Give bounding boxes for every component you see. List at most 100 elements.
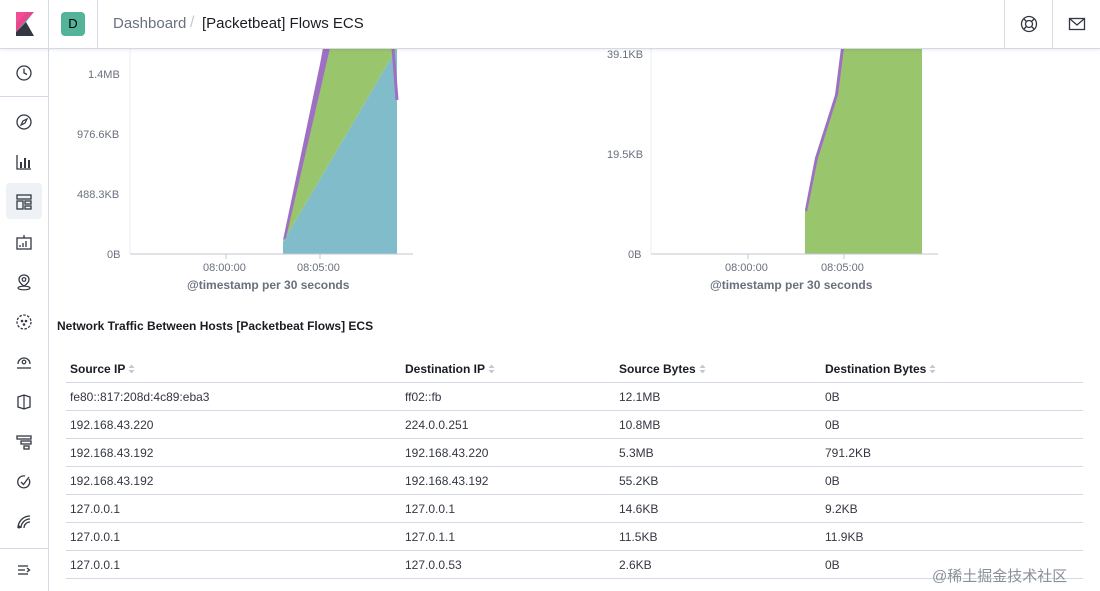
maps-icon (17, 274, 31, 291)
table-row: 192.168.43.192 192.168.43.192 55.2KB 0B (66, 466, 1083, 495)
nav-siem[interactable] (0, 502, 48, 542)
cell-destination-bytes: 0B (821, 410, 1083, 439)
cell-source-bytes: 5.3MB (615, 438, 821, 467)
visualize-icon (16, 155, 31, 170)
cell-source-ip[interactable]: 127.0.0.1 (66, 522, 401, 551)
space-avatar[interactable]: D (61, 12, 85, 36)
cell-destination-bytes: 0B (821, 382, 1083, 411)
canvas-icon (16, 235, 32, 250)
column-header-source-bytes[interactable]: Source Bytes (615, 356, 821, 383)
menu-collapse-icon (18, 565, 31, 575)
nav-maps[interactable] (0, 262, 48, 302)
help-button[interactable] (1004, 0, 1053, 48)
cell-destination-ip[interactable]: 127.0.1.1 (401, 522, 615, 551)
chart-right-y-tick-1: 39.1KB (607, 49, 644, 61)
chart-right-plot (650, 48, 938, 259)
column-label: Source Bytes (619, 362, 696, 376)
sort-icon (128, 364, 135, 374)
nav-visualize[interactable] (0, 142, 48, 182)
side-nav (0, 48, 49, 591)
mail-icon (1068, 17, 1086, 31)
cell-destination-ip[interactable]: ff02::fb (401, 382, 615, 411)
nav-ml[interactable] (0, 302, 48, 342)
chart-left-plot (129, 47, 413, 259)
cell-source-bytes: 2.6KB (615, 550, 821, 579)
series-area-green-2[interactable] (283, 48, 390, 242)
cell-destination-ip[interactable]: 127.0.0.53 (401, 550, 615, 579)
chart-left-series (283, 47, 399, 254)
kibana-logo[interactable] (0, 0, 49, 48)
dashboard-icon (16, 194, 32, 210)
metrics-icon (17, 357, 31, 369)
ml-icon (16, 314, 32, 330)
cell-destination-bytes: 9.2KB (821, 494, 1083, 523)
chart-right-x-tick-1: 08:00:00 (725, 262, 768, 274)
watermark-text: @稀土掘金技术社区 (932, 568, 1068, 585)
series-area-green[interactable] (283, 48, 397, 242)
cell-destination-bytes: 11.9KB (821, 522, 1083, 551)
column-header-destination-bytes[interactable]: Destination Bytes (821, 356, 1083, 383)
nav-recent[interactable] (0, 53, 48, 93)
chart-right-series (805, 48, 922, 254)
nav-divider (0, 96, 48, 97)
cell-source-ip[interactable]: 127.0.0.1 (66, 550, 401, 579)
series-area-purple[interactable] (283, 48, 330, 240)
chart-left-y-tick-1: 1.4MB (88, 69, 120, 81)
cell-destination-ip[interactable]: 127.0.0.1 (401, 494, 615, 523)
cell-destination-ip[interactable]: 224.0.0.251 (401, 410, 615, 439)
column-header-destination-ip[interactable]: Destination IP (401, 356, 615, 383)
uptime-icon (17, 475, 31, 489)
cell-destination-ip[interactable]: 192.168.43.192 (401, 466, 615, 495)
table-row: 192.168.43.220 224.0.0.251 10.8MB 0B (66, 410, 1083, 439)
sort-icon (699, 364, 706, 374)
table-row: fe80::817:208d:4c89:eba3 ff02::fb 12.1MB 0B (66, 382, 1083, 411)
cell-source-bytes: 14.6KB (615, 494, 821, 523)
sort-icon (929, 364, 936, 374)
chart-left-x-tick-2: 08:05:00 (297, 262, 340, 274)
cell-destination-bytes: 0B (821, 466, 1083, 495)
table-header-row: Source IP Destination IP Source Bytes De… (66, 356, 1083, 383)
nav-divider-bottom (0, 548, 48, 549)
nav-dashboard[interactable] (0, 182, 48, 222)
chart-right-y-tick-2: 19.5KB (607, 149, 644, 161)
series-area-purple-right[interactable] (805, 48, 844, 212)
chart-left-y-tick-4: 0B (107, 249, 121, 261)
nav-logs[interactable] (0, 382, 48, 422)
cell-destination-bytes: 0B (821, 550, 1083, 579)
cell-destination-bytes: 791.2KB (821, 438, 1083, 467)
sort-icon (488, 364, 495, 374)
cell-source-ip[interactable]: fe80::817:208d:4c89:eba3 (66, 382, 401, 411)
nav-apm[interactable] (0, 422, 48, 462)
series-area-teal[interactable] (283, 48, 397, 254)
cell-source-bytes: 10.8MB (615, 410, 821, 439)
nav-uptime[interactable] (0, 462, 48, 502)
cell-source-ip[interactable]: 192.168.43.192 (66, 466, 401, 495)
mail-button[interactable] (1052, 0, 1100, 48)
nav-metrics[interactable] (0, 342, 48, 382)
table-panel-title: Network Traffic Between Hosts [Packetbea… (57, 319, 374, 333)
series-area-green-right[interactable] (805, 48, 922, 254)
apm-icon (16, 435, 32, 450)
nav-discover[interactable] (0, 102, 48, 142)
nav-collapse-button[interactable] (0, 550, 48, 590)
cell-source-ip[interactable]: 127.0.0.1 (66, 494, 401, 523)
column-label: Destination IP (405, 362, 486, 376)
chart-left-x-tick-1: 08:00:00 (203, 262, 246, 274)
cell-source-ip[interactable]: 192.168.43.220 (66, 410, 401, 439)
cell-destination-ip[interactable]: 192.168.43.220 (401, 438, 615, 467)
chart-left-y-tick-2: 976.6KB (77, 129, 120, 141)
cell-source-bytes: 55.2KB (615, 466, 821, 495)
logs-icon (17, 394, 31, 410)
chart-right-x-tick-2: 08:05:00 (821, 262, 864, 274)
table-row: 127.0.0.1 127.0.0.1 14.6KB 9.2KB (66, 494, 1083, 523)
help-icon (1020, 15, 1038, 33)
nav-canvas[interactable] (0, 222, 48, 262)
chart-right-x-title: @timestamp per 30 seconds (710, 278, 873, 292)
breadcrumb-dashboard[interactable]: Dashboard (113, 15, 187, 32)
cell-source-bytes: 12.1MB (615, 382, 821, 411)
column-header-source-ip[interactable]: Source IP (66, 356, 401, 383)
cell-source-ip[interactable]: 192.168.43.192 (66, 438, 401, 467)
table-row: 192.168.43.192 192.168.43.220 5.3MB 791.2KB (66, 438, 1083, 467)
column-label: Source IP (70, 362, 126, 376)
cell-source-bytes: 11.5KB (615, 522, 821, 551)
